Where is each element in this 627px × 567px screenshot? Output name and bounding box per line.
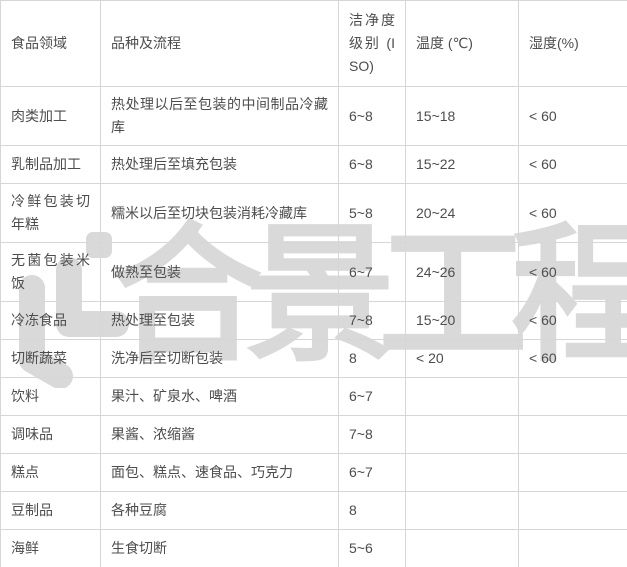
cell-humidity [518, 415, 627, 454]
cell-process: 果酱、浓缩酱 [100, 415, 339, 454]
cell-iso: 6~7 [338, 453, 406, 492]
cell-field: 海鲜 [0, 529, 101, 567]
cell-iso: 5~8 [338, 183, 406, 243]
cell-process: 面包、糕点、速食品、巧克力 [100, 453, 339, 492]
header-row: 食品领域 品种及流程 洁净度级别 (ISO) 温度 (℃) 湿度(%) [0, 0, 627, 87]
cell-iso: 6~8 [338, 145, 406, 184]
table-row: 冷鲜包装切年糕 糯米以后至切块包装消耗冷藏库 5~8 20~24 < 60 [0, 183, 627, 243]
cell-temp: 20~24 [405, 183, 519, 243]
cell-process: 热处理以后至包装的中间制品冷藏库 [100, 86, 339, 146]
cell-humidity: < 60 [518, 242, 627, 302]
cell-iso: 6~8 [338, 86, 406, 146]
cell-field: 肉类加工 [0, 86, 101, 146]
cell-field: 无菌包装米饭 [0, 242, 101, 302]
cell-process: 生食切断 [100, 529, 339, 567]
cell-temp [405, 453, 519, 492]
cell-iso: 5~6 [338, 529, 406, 567]
cell-iso: 7~8 [338, 301, 406, 340]
cell-process: 糯米以后至切块包装消耗冷藏库 [100, 183, 339, 243]
cell-field: 调味品 [0, 415, 101, 454]
cell-field: 冷鲜包装切年糕 [0, 183, 101, 243]
cell-temp: < 20 [405, 339, 519, 378]
cell-temp: 15~22 [405, 145, 519, 184]
column-header-field: 食品领域 [0, 0, 101, 87]
table-body: 肉类加工 热处理以后至包装的中间制品冷藏库 6~8 15~18 < 60 乳制品加工 热处理… [0, 86, 627, 567]
cell-process: 洗净后至切断包装 [100, 339, 339, 378]
cell-temp: 24~26 [405, 242, 519, 302]
table-row: 切断蔬菜 洗净后至切断包装 8 < 20 < 60 [0, 339, 627, 378]
cell-iso: 6~7 [338, 377, 406, 416]
table-row: 糕点 面包、糕点、速食品、巧克力 6~7 [0, 453, 627, 492]
cell-temp: 15~20 [405, 301, 519, 340]
cell-temp [405, 491, 519, 530]
cell-process: 热处理至包装 [100, 301, 339, 340]
table-row: 调味品 果酱、浓缩酱 7~8 [0, 415, 627, 454]
cell-iso: 8 [338, 491, 406, 530]
cell-field: 豆制品 [0, 491, 101, 530]
cell-field: 乳制品加工 [0, 145, 101, 184]
cell-iso: 8 [338, 339, 406, 378]
cell-field: 糕点 [0, 453, 101, 492]
cell-humidity: < 60 [518, 339, 627, 378]
cell-process: 果汁、矿泉水、啤酒 [100, 377, 339, 416]
column-header-temp: 温度 (℃) [405, 0, 519, 87]
cell-humidity: < 60 [518, 145, 627, 184]
cell-temp [405, 377, 519, 416]
table-row: 无菌包装米饭 做熟至包装 6~7 24~26 < 60 [0, 242, 627, 302]
cell-humidity [518, 453, 627, 492]
cell-humidity: < 60 [518, 86, 627, 146]
table-header: 食品领域 品种及流程 洁净度级别 (ISO) 温度 (℃) 湿度(%) [0, 0, 627, 87]
table-row: 乳制品加工 热处理后至填充包装 6~8 15~22 < 60 [0, 145, 627, 184]
cell-field: 饮料 [0, 377, 101, 416]
cell-humidity: < 60 [518, 183, 627, 243]
table-row: 海鲜 生食切断 5~6 [0, 529, 627, 567]
cell-process: 各种豆腐 [100, 491, 339, 530]
cell-temp [405, 529, 519, 567]
cell-process: 做熟至包装 [100, 242, 339, 302]
cell-humidity [518, 377, 627, 416]
column-header-iso: 洁净度级别 (ISO) [338, 0, 406, 87]
column-header-humidity: 湿度(%) [518, 0, 627, 87]
cell-humidity: < 60 [518, 301, 627, 340]
column-header-process: 品种及流程 [100, 0, 339, 87]
cell-process: 热处理后至填充包装 [100, 145, 339, 184]
cell-temp [405, 415, 519, 454]
cell-humidity [518, 491, 627, 530]
table-row: 肉类加工 热处理以后至包装的中间制品冷藏库 6~8 15~18 < 60 [0, 86, 627, 146]
cell-iso: 7~8 [338, 415, 406, 454]
cell-temp: 15~18 [405, 86, 519, 146]
table-row: 饮料 果汁、矿泉水、啤酒 6~7 [0, 377, 627, 416]
cell-iso: 6~7 [338, 242, 406, 302]
cell-humidity [518, 529, 627, 567]
cell-field: 冷冻食品 [0, 301, 101, 340]
table-row: 豆制品 各种豆腐 8 [0, 491, 627, 530]
table-row: 冷冻食品 热处理至包装 7~8 15~20 < 60 [0, 301, 627, 340]
cell-field: 切断蔬菜 [0, 339, 101, 378]
